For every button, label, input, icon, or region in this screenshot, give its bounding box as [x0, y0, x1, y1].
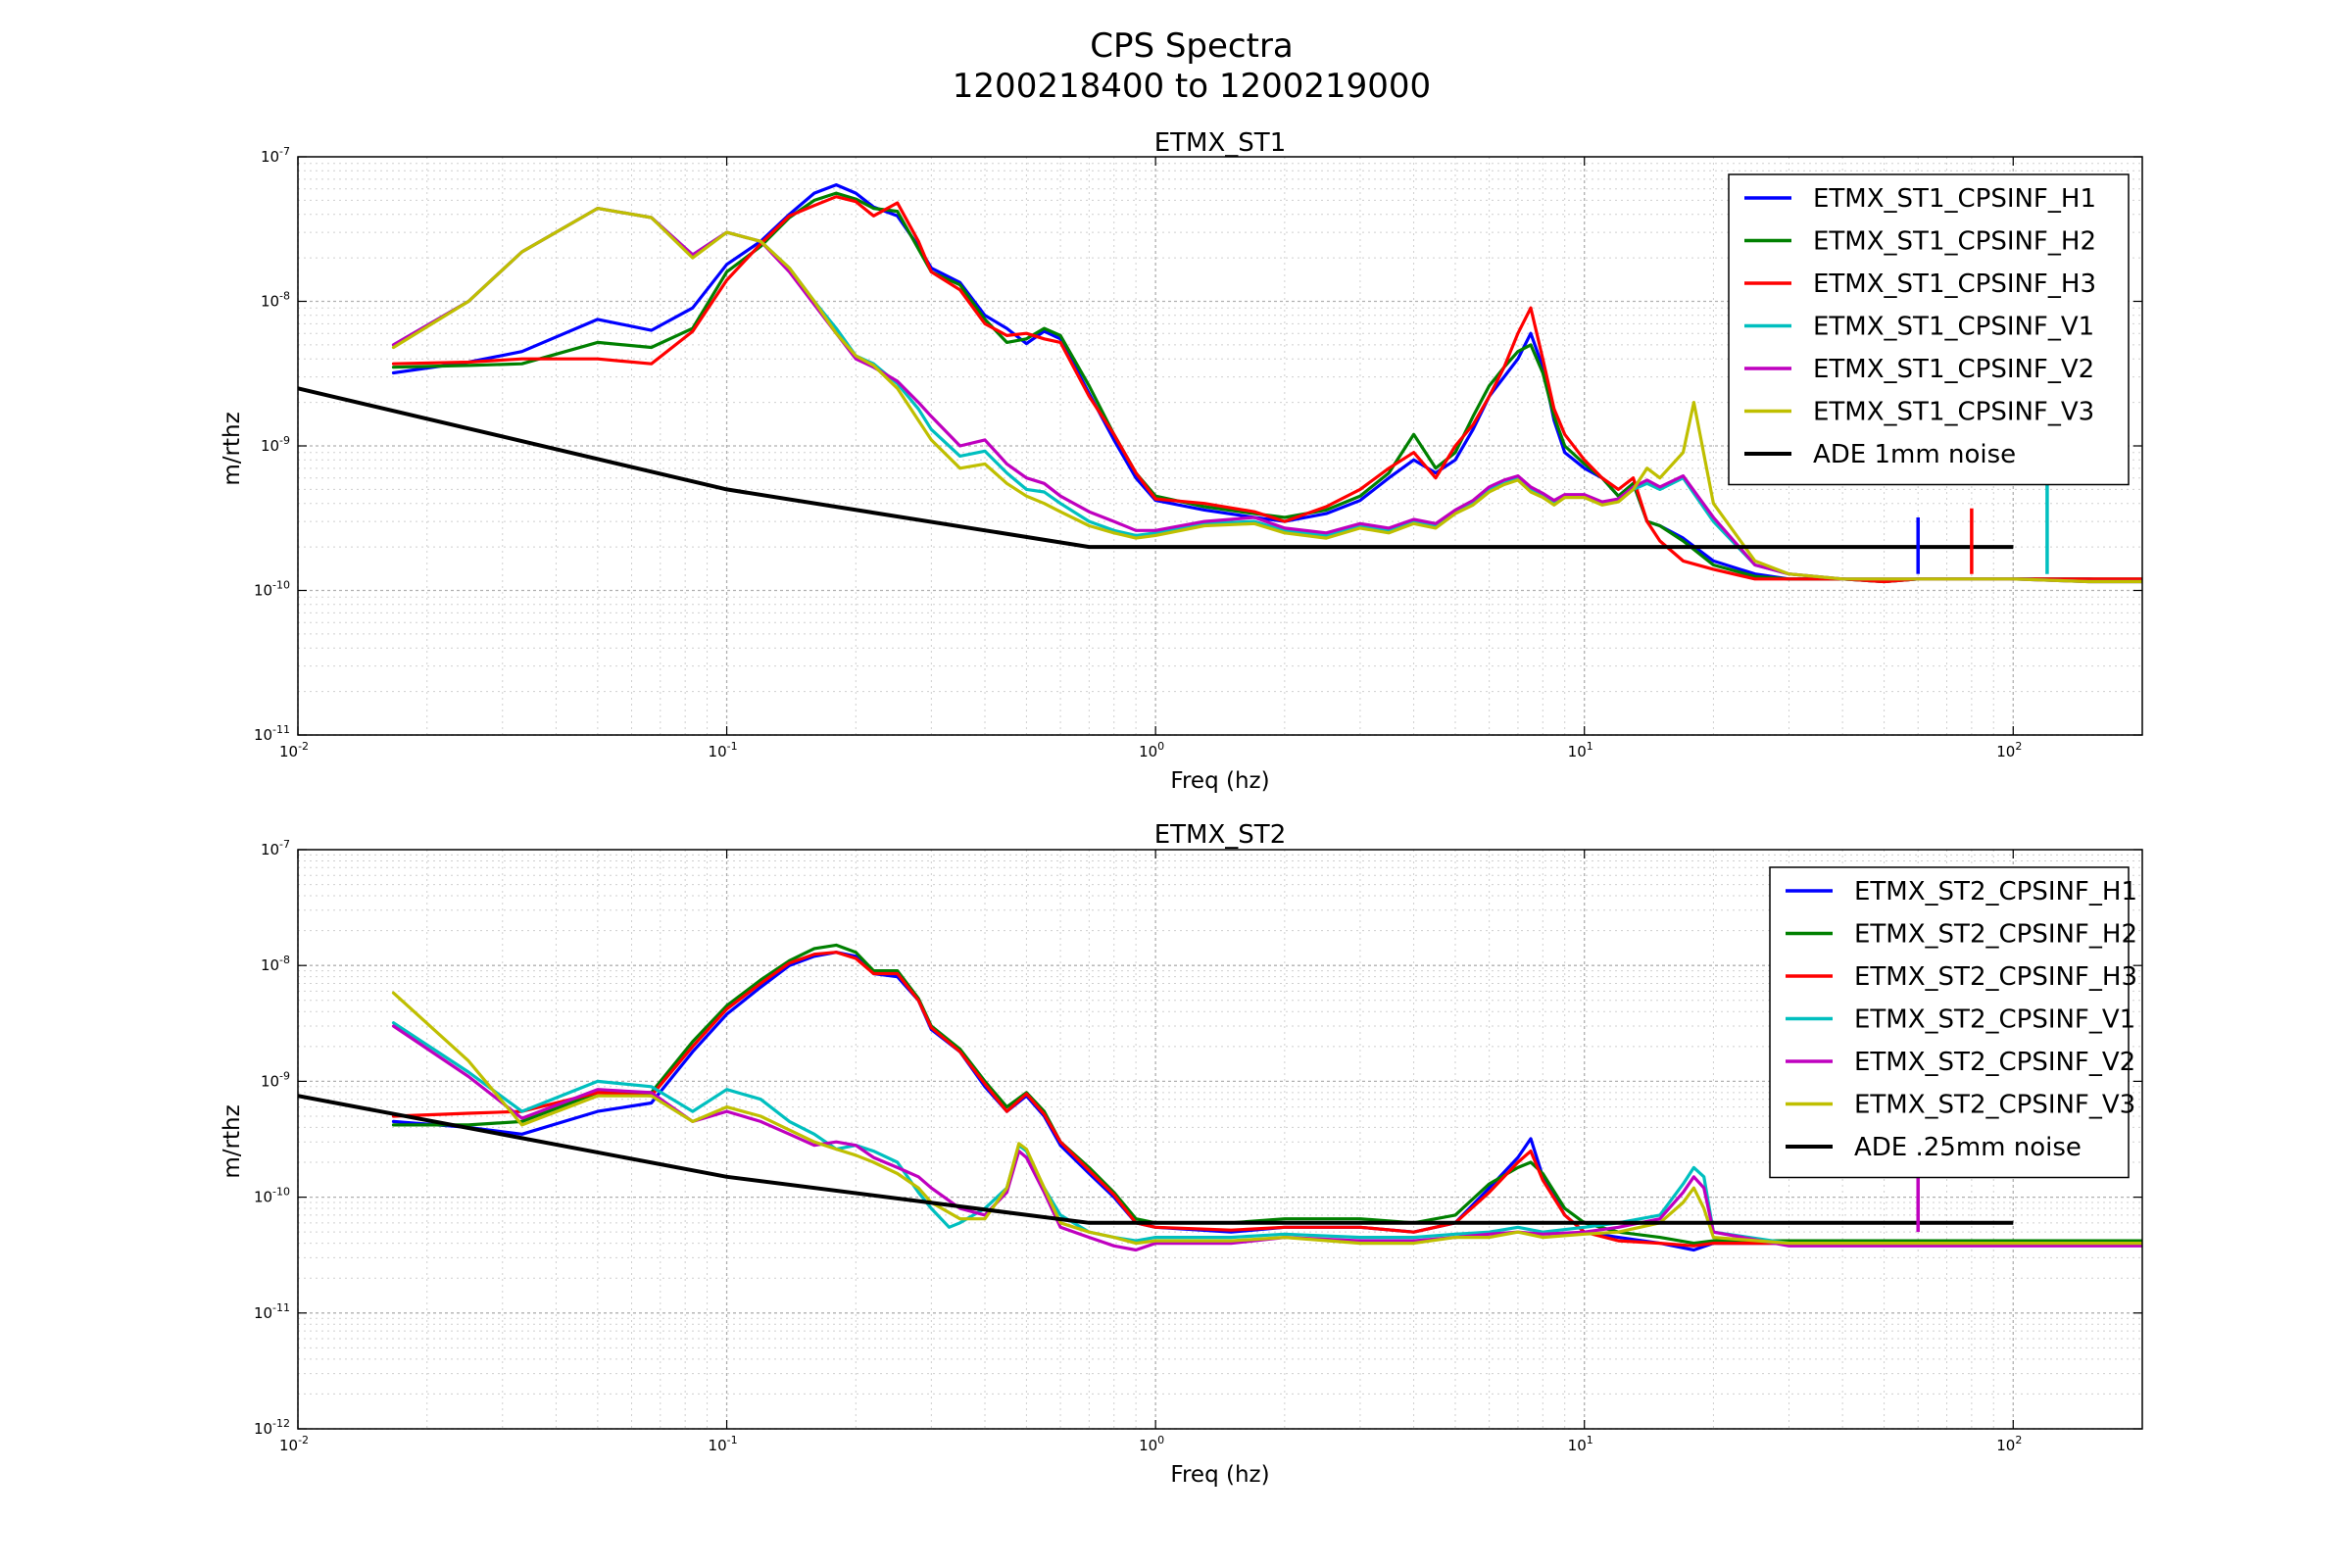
plot-title-etmx-st2: ETMX_ST2 [1154, 820, 1286, 850]
x-tick-label: 10-2 [279, 740, 309, 760]
x-tick-label: 101 [1568, 740, 1593, 760]
y-tick-label: 10-9 [261, 1069, 290, 1090]
y-tick-label: 10-11 [254, 1301, 290, 1322]
series-line-etmx-st1-cpsinf-v3 [391, 207, 2142, 584]
legend: ETMX_ST1_CPSINF_H1 ETMX_ST1_CPSINF_H2 ETMX… [1728, 173, 2130, 486]
legend-item-etmx-st1-cpsinf-h1: ETMX_ST1_CPSINF_H1 [1744, 184, 2096, 214]
x-tick-label: 102 [1996, 1434, 2022, 1454]
legend-item-etmx-st1-cpsinf-v3: ETMX_ST1_CPSINF_V3 [1744, 398, 2094, 427]
legend-item-etmx-st2-cpsinf-v2: ETMX_ST2_CPSINF_V2 [1786, 1048, 2135, 1077]
legend-item-etmx-st2-cpsinf-h3: ETMX_ST2_CPSINF_H3 [1786, 962, 2137, 992]
legend: ETMX_ST2_CPSINF_H1 ETMX_ST2_CPSINF_H2 ETMX… [1769, 866, 2137, 1179]
series-group [298, 183, 2142, 584]
y-tick-label: 10-7 [261, 145, 290, 166]
series-line-etmx-st2-cpsinf-v1 [391, 1021, 2142, 1246]
x-tick-label: 100 [1139, 1434, 1164, 1454]
series-line-etmx-st1-cpsinf-h1 [391, 183, 2142, 584]
legend-item-etmx-st2-cpsinf-h2: ETMX_ST2_CPSINF_H2 [1786, 920, 2137, 950]
series-line-ade-1mm-noise [298, 386, 2014, 550]
legend-item-etmx-st1-cpsinf-v2: ETMX_ST1_CPSINF_V2 [1744, 355, 2094, 384]
x-tick-label: 10-1 [709, 740, 738, 760]
plot-title-etmx-st1: ETMX_ST1 [1154, 128, 1286, 158]
legend-label: ETMX_ST2_CPSINF_H1 [1854, 877, 2137, 906]
figure-title: CPS Spectra [1090, 26, 1294, 66]
legend-item-etmx-st2-cpsinf-v3: ETMX_ST2_CPSINF_V3 [1786, 1091, 2135, 1120]
x-tick-label: 10-2 [279, 1434, 309, 1454]
y-tick-label: 10-12 [254, 1417, 290, 1438]
y-tick-label: 10-7 [261, 838, 290, 858]
y-tick-label: 10-10 [254, 1186, 290, 1206]
legend-label: ETMX_ST2_CPSINF_V3 [1854, 1091, 2135, 1120]
legend-box [1769, 866, 2130, 1179]
y-tick-label: 10-8 [261, 954, 290, 974]
legend-label: ADE 1mm noise [1813, 440, 2016, 469]
legend-box [1728, 173, 2130, 486]
y-tick-label: 10-9 [261, 434, 290, 455]
y-tick-label: 10-8 [261, 290, 290, 311]
legend-label: ETMX_ST1_CPSINF_V1 [1813, 313, 2094, 342]
legend-label: ETMX_ST2_CPSINF_V2 [1854, 1048, 2135, 1077]
legend-item-etmx-st1-cpsinf-v1: ETMX_ST1_CPSINF_V1 [1744, 313, 2094, 342]
figure-subtitle: 1200218400 to 1200219000 [953, 67, 1431, 106]
x-tick-label: 100 [1139, 740, 1164, 760]
grid [297, 850, 2143, 1430]
y-tick-label: 10-10 [254, 579, 290, 600]
series-line-etmx-st1-cpsinf-h3 [391, 195, 2142, 584]
series-line-etmx-st1-cpsinf-h2 [391, 191, 2142, 584]
legend-item-ade-1mm-noise: ADE 1mm noise [1744, 440, 2016, 469]
legend-item-ade-25mm-noise: ADE .25mm noise [1786, 1133, 2082, 1162]
legend-label: ETMX_ST1_CPSINF_H1 [1813, 184, 2096, 214]
series-line-etmx-st2-cpsinf-h1 [391, 951, 2142, 1252]
y-tick-label: 10-11 [254, 723, 290, 744]
legend-item-etmx-st2-cpsinf-h1: ETMX_ST2_CPSINF_H1 [1786, 877, 2137, 906]
legend-item-etmx-st1-cpsinf-h3: ETMX_ST1_CPSINF_H3 [1744, 270, 2096, 299]
legend-label: ETMX_ST1_CPSINF_V3 [1813, 398, 2094, 427]
x-tick-label: 102 [1996, 740, 2022, 760]
legend-label: ETMX_ST2_CPSINF_H2 [1854, 920, 2137, 950]
legend-label: ETMX_ST1_CPSINF_H2 [1813, 227, 2096, 257]
x-axis-label-etmx-st1: Freq (hz) [1170, 768, 1269, 794]
legend-label: ETMX_ST1_CPSINF_H3 [1813, 270, 2096, 299]
plot-frame [297, 156, 2143, 736]
legend-label: ETMX_ST2_CPSINF_V1 [1854, 1005, 2135, 1035]
series-line-etmx-st2-cpsinf-h3 [391, 951, 2142, 1248]
x-tick-label: 10-1 [709, 1434, 738, 1454]
legend-label: ADE .25mm noise [1854, 1133, 2082, 1162]
legend-item-etmx-st1-cpsinf-h2: ETMX_ST1_CPSINF_H2 [1744, 227, 2096, 257]
y-axis-label-etmx-st2: m/rthz [220, 1104, 245, 1178]
x-tick-label: 101 [1568, 1434, 1593, 1454]
series-line-etmx-st2-cpsinf-v2 [391, 1024, 2142, 1252]
y-axis-label-etmx-st1: m/rthz [220, 412, 245, 485]
plot-frame [297, 849, 2143, 1430]
series-line-etmx-st2-cpsinf-v3 [391, 991, 2142, 1246]
plot-etmx-st1: ETMX_ST1 Freq (hz) m/rthz 10-2 10-1 100 101… [220, 128, 2143, 794]
legend-label: ETMX_ST1_CPSINF_V2 [1813, 355, 2094, 384]
legend-label: ETMX_ST2_CPSINF_H3 [1854, 962, 2137, 992]
axis-ticks: 10-2 10-1 100 101 102 10-11 10-10 10-9 10-8 10-7 [254, 145, 2142, 760]
legend-item-etmx-st2-cpsinf-v1: ETMX_ST2_CPSINF_V1 [1786, 1005, 2135, 1035]
plot-etmx-st2: ETMX_ST2 Freq (hz) m/rthz 10-2 10-1 100 101… [220, 820, 2143, 1488]
x-axis-label-etmx-st2: Freq (hz) [1170, 1462, 1269, 1488]
series-line-ade-25mm-noise [298, 1094, 2014, 1225]
